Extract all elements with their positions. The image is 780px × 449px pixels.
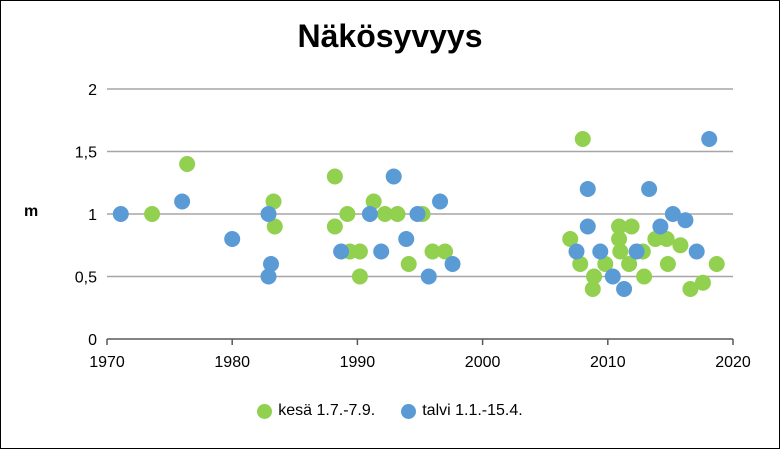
data-point-summer (611, 231, 628, 247)
data-point-summer (586, 268, 603, 285)
data-point-summer (672, 237, 689, 254)
data-point-summer (437, 243, 454, 260)
data-point-summer (636, 268, 653, 285)
data-point-summer (265, 193, 282, 210)
data-point-summer (621, 256, 638, 272)
data-point-summer (611, 218, 628, 235)
legend-item-winter: talvi 1.1.-15.4. (401, 402, 523, 420)
legend-swatch-winter (401, 403, 417, 419)
data-point-summer (365, 193, 382, 210)
legend-label-summer: kesä 1.7.-7.9. (278, 402, 376, 419)
data-point-summer (708, 256, 725, 272)
data-point-winter (616, 281, 633, 297)
data-point-summer (424, 243, 441, 260)
data-point-winter (604, 268, 621, 285)
data-point-winter (224, 231, 241, 247)
data-point-winter (385, 168, 402, 185)
data-point-winter (333, 243, 350, 260)
data-point-summer (623, 218, 640, 235)
data-point-summer (658, 231, 675, 247)
data-point-winter (263, 256, 280, 272)
data-point-summer (400, 256, 417, 272)
data-point-summer (339, 206, 356, 222)
x-tick-label: 2000 (465, 354, 501, 371)
data-point-summer (682, 281, 699, 297)
data-point-summer (597, 256, 614, 272)
data-point-summer (144, 206, 161, 222)
y-tick-label: 0 (88, 332, 97, 349)
data-point-winter (398, 231, 415, 247)
x-tick-label: 1980 (214, 354, 250, 371)
data-point-winter (664, 206, 681, 222)
data-point-winter (701, 131, 718, 147)
data-point-summer (572, 256, 589, 272)
data-point-winter (444, 256, 461, 272)
chart-title: Näkösyvyys (297, 18, 483, 54)
data-point-summer (647, 231, 664, 247)
y-tick-label: 1,5 (75, 145, 97, 162)
data-point-winter (652, 218, 669, 235)
y-axis-label: m (24, 203, 39, 220)
data-point-winter (112, 206, 129, 222)
y-tick-label: 1 (88, 207, 97, 224)
data-point-winter (373, 243, 390, 260)
data-point-winter (432, 193, 449, 210)
data-point-winter (420, 268, 437, 285)
data-point-winter (579, 181, 596, 197)
data-point-summer (326, 218, 343, 235)
data-point-winter (260, 206, 277, 222)
x-tick-label: 1970 (89, 354, 125, 371)
data-point-summer (562, 231, 579, 247)
legend: kesä 1.7.-7.9. talvi 1.1.-15.4. (0, 402, 780, 420)
data-point-summer (584, 281, 601, 297)
legend-item-summer: kesä 1.7.-7.9. (257, 402, 375, 420)
data-point-summer (376, 206, 393, 222)
data-point-summer (326, 168, 343, 185)
legend-label-winter: talvi 1.1.-15.4. (422, 402, 523, 419)
data-point-winter (641, 181, 658, 197)
y-tick-label: 0,5 (75, 270, 97, 287)
data-point-winter (260, 268, 277, 285)
data-point-summer (351, 268, 368, 285)
data-point-summer (694, 274, 711, 291)
y-tick-label: 2 (88, 82, 97, 99)
data-point-winter (592, 243, 609, 260)
data-point-winter (568, 243, 585, 260)
data-point-summer (351, 243, 368, 260)
data-point-summer (659, 256, 676, 272)
data-point-summer (389, 206, 406, 222)
data-point-winter (579, 218, 596, 235)
x-tick-label: 1990 (340, 354, 376, 371)
data-point-winter (361, 206, 378, 222)
data-point-summer (266, 218, 283, 235)
data-point-winter (409, 206, 426, 222)
x-tick-label: 2010 (590, 354, 626, 371)
data-point-winter (677, 212, 694, 229)
data-point-summer (612, 243, 629, 260)
data-point-summer (574, 131, 591, 147)
x-tick-label: 2020 (715, 354, 751, 371)
legend-swatch-summer (257, 403, 273, 419)
data-point-summer (179, 156, 196, 172)
data-point-winter (628, 243, 645, 260)
data-point-winter (688, 243, 705, 260)
data-point-winter (174, 193, 191, 210)
